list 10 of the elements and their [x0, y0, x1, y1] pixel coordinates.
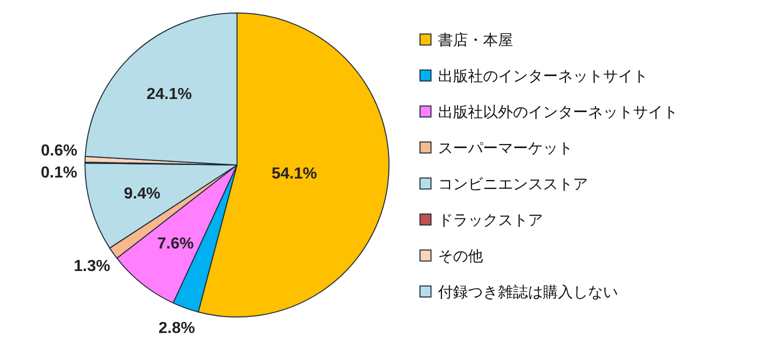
data-label: 2.8%	[158, 320, 195, 337]
data-label: 7.6%	[157, 235, 194, 252]
data-label: 24.1%	[146, 86, 192, 104]
data-label: 9.4%	[124, 186, 160, 203]
data-label: 54.1%	[272, 165, 317, 182]
data-label: 0.1%	[40, 164, 78, 182]
legend-label: その他	[438, 248, 483, 265]
legend-label: 書店・本屋	[438, 32, 513, 49]
data-label: 0.6%	[40, 142, 78, 160]
data-label: 1.3%	[74, 258, 110, 275]
